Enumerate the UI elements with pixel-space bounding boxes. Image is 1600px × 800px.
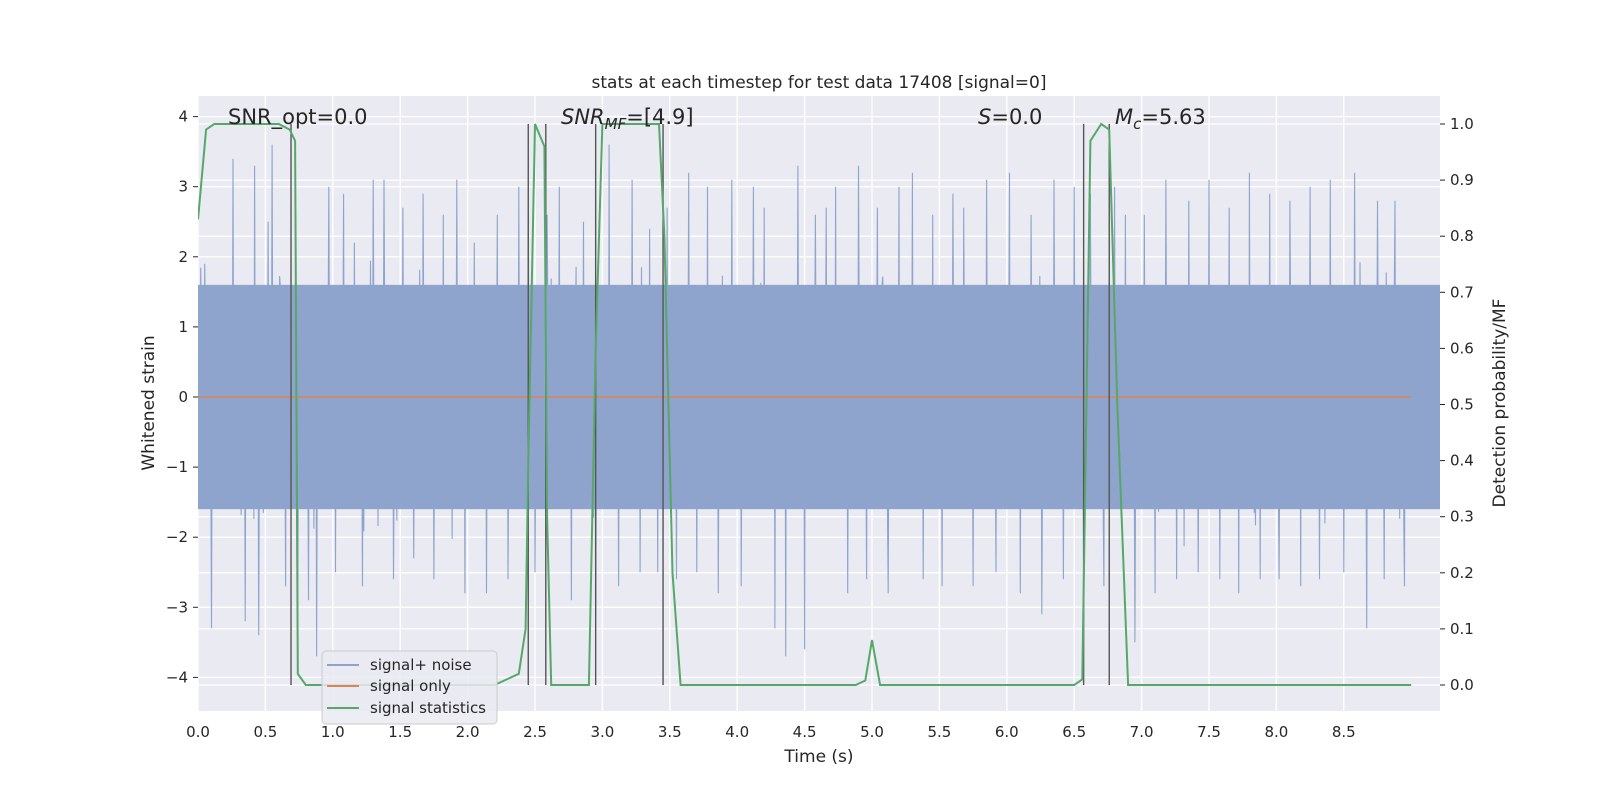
y-tick-label: 4: [178, 108, 188, 126]
x-tick-label: 5.0: [860, 723, 884, 741]
annotation-snr-mf: SNRMF=[4.9]: [561, 105, 694, 133]
y-tick-label: 3: [178, 178, 188, 196]
annotation-mc: Mc=5.63: [1115, 105, 1206, 133]
mc-value: =5.63: [1141, 105, 1205, 129]
mc-base: M: [1115, 105, 1133, 129]
y-tick-label: 2: [178, 248, 188, 266]
x-tick-label: 4.0: [725, 723, 749, 741]
x-tick-label: 1.0: [321, 723, 345, 741]
y2-tick-label: 0.1: [1450, 620, 1474, 638]
x-tick-label: 0.5: [253, 723, 277, 741]
x-tick-label: 2.5: [523, 723, 547, 741]
snr-mf-sub: MF: [605, 115, 627, 133]
annotation-s: S=0.0: [978, 105, 1042, 129]
legend-label-signal-only: signal only: [370, 677, 451, 695]
snr-mf-base: SNR: [561, 105, 605, 129]
mc-sub: c: [1133, 115, 1142, 133]
x-tick-label: 5.5: [927, 723, 951, 741]
legend-label-signal-statistics: signal statistics: [370, 699, 486, 717]
y-tick-label: −1: [166, 458, 188, 476]
y2-tick-label: 0.6: [1450, 339, 1474, 357]
series-signal-statistics: [198, 122, 1412, 686]
y-tick-label: 0: [178, 388, 188, 406]
s-value: =0.0: [991, 105, 1042, 129]
y2-tick-label: 0.8: [1450, 227, 1474, 245]
y2-tick-label: 0.0: [1450, 676, 1474, 694]
y2-tick-label: 0.7: [1450, 283, 1474, 301]
legend-box: [321, 650, 498, 725]
x-tick-label: 0.0: [186, 723, 210, 741]
y-axis-label: Whitened strain: [139, 335, 159, 470]
legend: signal+ noise signal only signal statist…: [321, 650, 498, 725]
y2-tick-label: 0.9: [1450, 171, 1474, 189]
y2-tick-label: 1.0: [1450, 115, 1474, 133]
statistics-line: [198, 122, 1412, 686]
y2-tick-labels: 0.0 0.1 0.2 0.3 0.4 0.5 0.6 0.7 0.8 0.9 1.0: [1440, 115, 1474, 694]
x-tick-label: 7.5: [1197, 723, 1221, 741]
s-symbol: S: [978, 105, 991, 129]
x-tick-label: 6.5: [1062, 723, 1086, 741]
x-tick-label: 2.0: [456, 723, 480, 741]
y2-tick-label: 0.5: [1450, 396, 1474, 414]
y-tick-labels: −4 −3 −2 −1 0 1 2 3 4: [166, 108, 198, 686]
x-tick-label: 3.5: [658, 723, 682, 741]
x-tick-label: 1.5: [388, 723, 412, 741]
y2-tick-label: 0.3: [1450, 508, 1474, 526]
x-axis-label: Time (s): [783, 747, 853, 767]
x-tick-label: 4.5: [793, 723, 817, 741]
x-tick-label: 8.0: [1264, 723, 1288, 741]
annotation-snr-opt: SNR_opt=0.0: [228, 105, 368, 130]
chart-title: stats at each timestep for test data 174…: [592, 73, 1047, 93]
y2-tick-label: 0.2: [1450, 564, 1474, 582]
y2-axis-label: Detection probability/MF: [1490, 299, 1510, 508]
y-tick-label: −2: [166, 528, 188, 546]
noise-trace: [198, 144, 1412, 657]
y-tick-label: −3: [166, 598, 188, 616]
y-tick-label: −4: [166, 668, 188, 686]
x-tick-label: 3.0: [590, 723, 614, 741]
x-tick-label: 8.5: [1332, 723, 1356, 741]
x-tick-label: 7.0: [1130, 723, 1154, 741]
snr-mf-value: =[4.9]: [626, 105, 693, 129]
legend-label-signal-noise: signal+ noise: [370, 656, 472, 674]
x-tick-label: 6.0: [995, 723, 1019, 741]
x-tick-labels: 0.0 0.5 1.0 1.5 2.0 2.5 3.0 3.5 4.0 4.5 5.0 5.5 6.0 6…: [186, 723, 1356, 741]
y-tick-label: 1: [178, 318, 188, 336]
y2-tick-label: 0.4: [1450, 452, 1474, 470]
